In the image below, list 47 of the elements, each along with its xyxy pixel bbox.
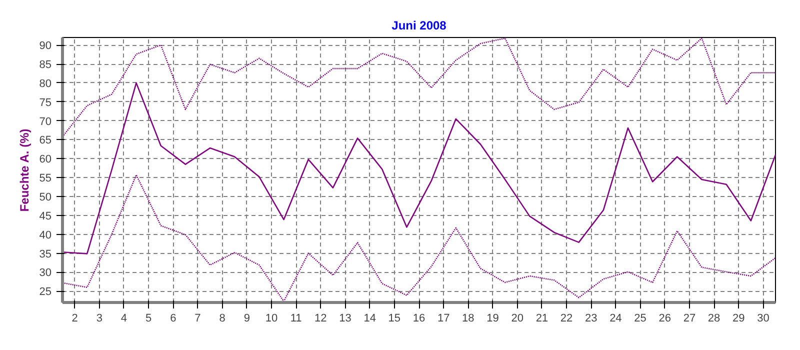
y-tick-label: 45 xyxy=(39,210,52,222)
y-tick-label: 30 xyxy=(39,267,52,280)
x-tick-label: 20 xyxy=(511,312,524,324)
y-tick-label: 55 xyxy=(39,172,52,185)
chart-title: Juni 2008 xyxy=(392,18,447,32)
y-tick-label: 70 xyxy=(39,116,52,128)
y-tick-label: 40 xyxy=(39,229,52,242)
x-tick-label: 18 xyxy=(462,312,474,324)
x-tick-label: 4 xyxy=(120,312,128,324)
y-axis-title: Feuchte A. (%) xyxy=(17,128,32,212)
x-tick-label: 9 xyxy=(244,312,250,324)
x-tick-label: 5 xyxy=(145,312,152,324)
x-tick-label: 11 xyxy=(290,312,302,324)
x-tick-label: 25 xyxy=(634,312,646,324)
x-tick-label: 10 xyxy=(265,312,278,324)
x-tick-label: 2 xyxy=(72,312,78,324)
x-tick-label: 6 xyxy=(170,312,176,324)
x-tick-label: 23 xyxy=(584,312,598,324)
line-series xyxy=(62,38,776,138)
x-tick-label: 16 xyxy=(412,312,426,324)
y-tick-label: 25 xyxy=(39,286,52,298)
x-tick-label: 15 xyxy=(388,312,401,324)
y-tick-label: 50 xyxy=(39,192,52,204)
x-tick-label: 21 xyxy=(536,312,548,324)
x-tick-label: 29 xyxy=(732,312,745,324)
y-tick-label: 65 xyxy=(39,134,52,147)
y-tick-label: 35 xyxy=(39,248,52,260)
x-tick-label: 7 xyxy=(194,312,201,324)
x-tick-label: 17 xyxy=(437,312,450,324)
x-tick-label: 26 xyxy=(658,312,671,324)
x-tick-label: 8 xyxy=(219,312,226,324)
y-tick-label: 80 xyxy=(39,78,52,90)
x-tick-label: 14 xyxy=(364,312,376,324)
x-tick-label: 24 xyxy=(610,312,622,324)
x-tick-label: 28 xyxy=(708,312,720,324)
y-tick-label: 75 xyxy=(39,96,52,109)
x-tick-label: 27 xyxy=(683,312,696,324)
x-tick-label: 12 xyxy=(314,312,327,324)
y-tick-label: 85 xyxy=(39,59,52,71)
x-tick-label: 19 xyxy=(486,312,499,324)
x-tick-label: 13 xyxy=(339,312,352,324)
y-tick-label: 90 xyxy=(39,40,52,52)
line-series xyxy=(62,82,776,254)
y-tick-label: 60 xyxy=(39,154,52,166)
x-tick-label: 30 xyxy=(757,312,770,324)
x-tick-label: 3 xyxy=(96,312,102,324)
x-tick-label: 22 xyxy=(560,312,573,324)
